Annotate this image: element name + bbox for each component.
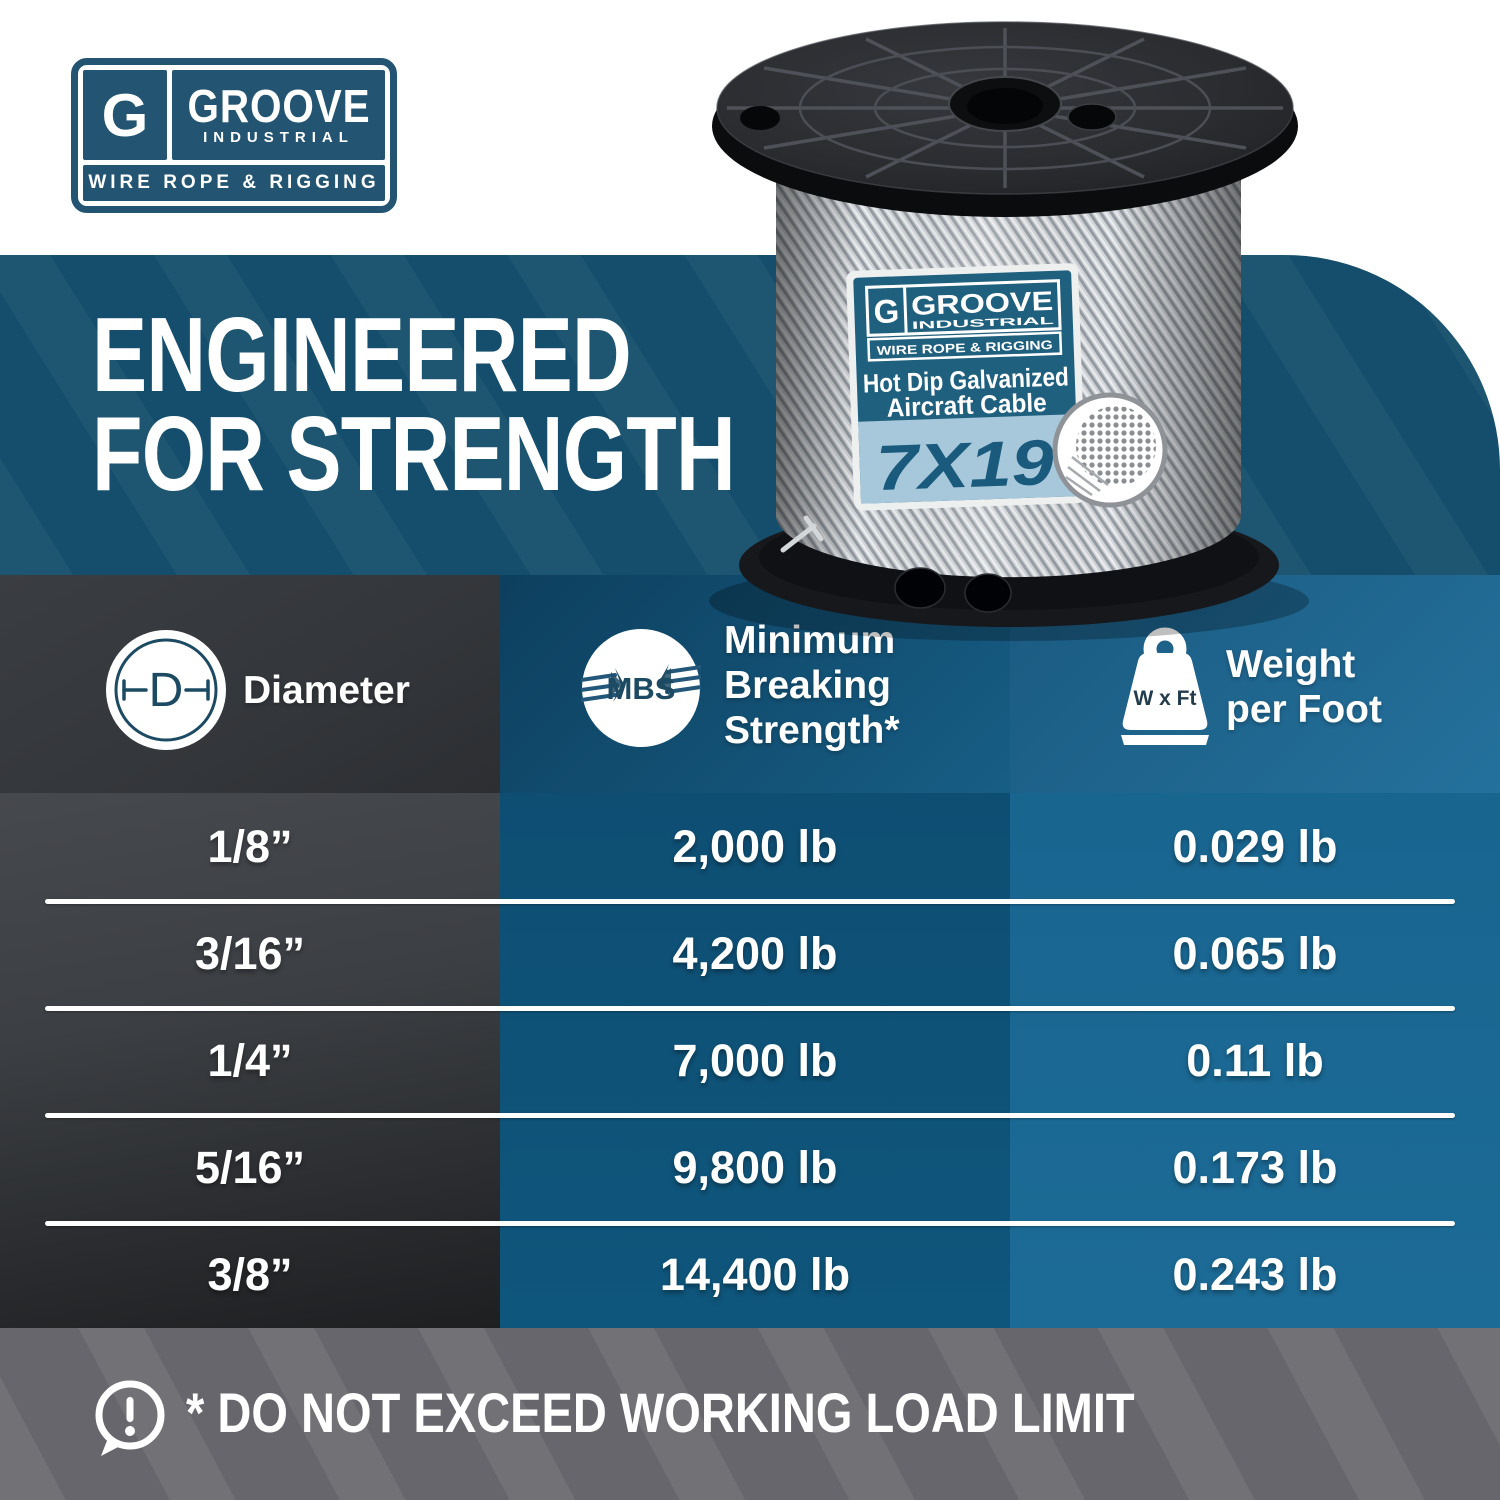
spec-table: 1/8” 2,000 lb 0.029 lb 3/16” 4,200 lb 0.… <box>0 793 1500 1328</box>
weight-cell: 0.173 lb <box>1172 1141 1338 1193</box>
footer-warning-text: * DO NOT EXCEED WORKING LOAD LIMIT <box>186 1381 1135 1444</box>
headline-line1: ENGINEERED <box>92 296 632 414</box>
warning-exclamation-bar <box>126 1397 134 1422</box>
warning-icon <box>95 1380 165 1456</box>
brand-logo-main: G GROOVE INDUSTRIAL <box>83 70 385 160</box>
flange-ring-inner <box>873 67 1137 149</box>
row-separator <box>45 1113 1455 1118</box>
weight-icon: W x Ft <box>1121 627 1209 745</box>
mbs-header-label: Minimum Breaking Strength* <box>724 619 900 752</box>
headline: ENGINEERED FOR STRENGTH <box>92 302 736 507</box>
label-construction: 7X19 <box>875 426 1056 504</box>
label-logo-monogram: G <box>873 292 900 330</box>
warning-exclamation-dot <box>125 1426 135 1436</box>
diameter-cell: 1/8” <box>207 820 293 872</box>
label-logo-name: GROOVE <box>911 286 1054 321</box>
weight-cell: 0.065 lb <box>1172 927 1338 979</box>
label-logo: G GROOVE INDUSTRIAL WIRE ROPE & RIGGING <box>864 279 1063 362</box>
row-separator <box>45 899 1455 904</box>
weight-column-rows-bg <box>1010 793 1500 1328</box>
mbs-icon: MBS <box>581 629 701 747</box>
weight-cell: 0.029 lb <box>1172 820 1338 872</box>
row-separator <box>45 1221 1455 1226</box>
footer-band <box>0 1328 1500 1500</box>
bottom-flange-holes <box>894 567 1012 613</box>
diameter-arrows <box>122 679 210 701</box>
mbs-icon-letters: MBS <box>607 671 676 706</box>
flange-ring-outer <box>798 45 1212 171</box>
product-photo-spool: G GROOVE INDUSTRIAL WIRE ROPE & RIGGING … <box>709 21 1309 641</box>
label-logo-tagline: WIRE ROPE & RIGGING <box>877 338 1053 358</box>
spool-label: G GROOVE INDUSTRIAL WIRE ROPE & RIGGING … <box>846 263 1086 511</box>
weight-body <box>1122 653 1208 730</box>
spool-top-flange <box>712 21 1298 217</box>
cable-lay-lines <box>1065 456 1109 497</box>
mbs-cell: 9,800 lb <box>672 1141 838 1193</box>
diameter-column-header-bg <box>0 575 500 793</box>
diameter-icon-letter: D <box>149 664 184 717</box>
diameter-cell: 5/16” <box>194 1141 306 1193</box>
mbs-cell: 14,400 lb <box>659 1248 851 1300</box>
wire-tail <box>780 515 824 553</box>
diameter-cell: 3/16” <box>194 927 306 979</box>
label-product-line2: Aircraft Cable <box>886 387 1047 423</box>
weight-base <box>1121 735 1209 745</box>
brand-logo-wordmark: GROOVE INDUSTRIAL <box>172 70 385 160</box>
weight-icon-letters: W x Ft <box>1134 687 1197 710</box>
mbs-cell: 4,200 lb <box>672 927 838 979</box>
diameter-icon: D <box>106 630 226 750</box>
brand-logo-tagline: WIRE ROPE & RIGGING <box>83 165 385 201</box>
brand-logo-name: GROOVE <box>187 80 370 132</box>
weight-cell: 0.243 lb <box>1172 1248 1338 1300</box>
cable-cross-section-icon <box>1052 392 1168 508</box>
mbs-cell: 7,000 lb <box>672 1034 838 1086</box>
flange-center-hole <box>967 88 1043 124</box>
diameter-column-rows-bg <box>0 793 500 1328</box>
weight-header-label: Weight per Foot <box>1226 643 1382 731</box>
mbs-cable-frays <box>611 664 671 702</box>
diameter-header-label: Diameter <box>243 669 410 712</box>
flange-side-hole <box>1067 103 1117 131</box>
brand-logo-industry: INDUSTRIAL <box>203 129 354 146</box>
brand-logo-monogram: G <box>83 70 167 160</box>
row-separator <box>45 1006 1455 1011</box>
mbs-column-rows-bg <box>500 793 1010 1328</box>
headline-line2: FOR STRENGTH <box>92 395 736 513</box>
diameter-cell: 3/8” <box>207 1248 293 1300</box>
label-product-line1: Hot Dip Galvanized <box>862 361 1069 398</box>
label-logo-industry: INDUSTRIAL <box>912 315 1056 332</box>
brand-logo: G GROOVE INDUSTRIAL WIRE ROPE & RIGGING <box>71 58 397 213</box>
warning-bubble-tail <box>101 1438 122 1456</box>
headline-band <box>0 255 1500 575</box>
weight-cell: 0.11 lb <box>1186 1034 1324 1086</box>
diameter-cell: 1/4” <box>207 1034 293 1086</box>
mbs-cell: 2,000 lb <box>672 820 838 872</box>
flange-edge-hole <box>740 106 780 130</box>
